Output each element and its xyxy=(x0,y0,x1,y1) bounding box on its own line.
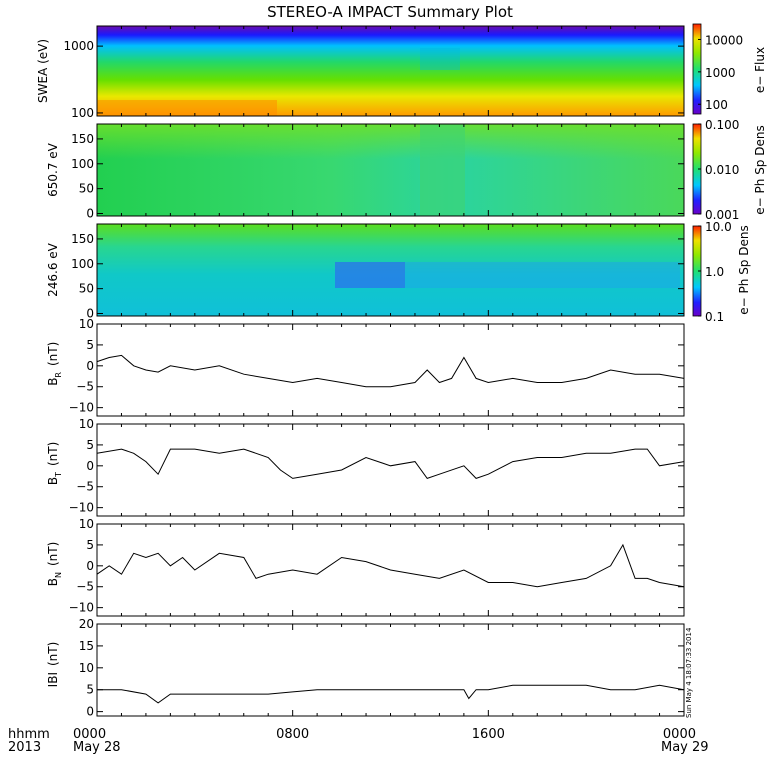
x-tick-label: 0000 xyxy=(663,727,696,742)
bn-ylabel-unit: (nT) xyxy=(46,542,60,566)
colorbar-pad-246-label: e− Ph Sp Dens xyxy=(737,225,751,314)
colorbar-pad-650-label: e− Ph Sp Dens xyxy=(753,125,767,214)
bt-ylabel-unit: (nT) xyxy=(46,442,60,466)
y-tick-label: 0 xyxy=(86,559,94,573)
y-tick-label: −5 xyxy=(76,380,94,394)
br-ylabel-sub: R xyxy=(54,372,63,378)
y-tick-label: 10 xyxy=(79,517,94,531)
generation-timestamp: Sun May 4 18:07:33 2014 xyxy=(685,627,693,718)
series-line-br xyxy=(96,354,685,388)
svg-text:BN: BN xyxy=(46,572,63,586)
pad-650-top-band xyxy=(97,124,684,159)
y-tick-label: 5 xyxy=(86,683,94,697)
footer-start-date: May 28 xyxy=(73,740,121,755)
y-tick-label: 20 xyxy=(79,617,94,631)
footer-year: 2013 xyxy=(8,740,41,755)
y-tick-label: −5 xyxy=(76,580,94,594)
footer-hhmm: hhmm xyxy=(8,727,50,742)
y-tick-label: 10 xyxy=(79,661,94,675)
y-tick-label: 1000 xyxy=(63,39,94,53)
y-tick-label: 5 xyxy=(86,538,94,552)
y-tick-label: 5 xyxy=(86,338,94,352)
y-tick-label: 150 xyxy=(71,132,94,146)
plot-title: STEREO-A IMPACT Summary Plot xyxy=(267,3,513,21)
pad-246-low-band-2 xyxy=(405,262,680,288)
bn-ylabel: BN (nT) xyxy=(46,542,63,587)
y-tick-label: 100 xyxy=(71,106,94,120)
y-tick-label: 50 xyxy=(79,282,94,296)
bt-ylabel-b: B xyxy=(46,477,60,485)
colorbar-tick-label: 10000 xyxy=(705,33,743,47)
panel-br-frame xyxy=(96,323,685,417)
panel-pad-650 xyxy=(96,123,685,217)
series-line-b xyxy=(97,684,685,704)
colorbar-tick-label: 0.001 xyxy=(705,208,739,222)
bmag-ylabel: IBI (nT) xyxy=(46,642,60,688)
y-tick-label: 50 xyxy=(79,182,94,196)
svg-text:BT: BT xyxy=(46,472,63,485)
svg-text:BR: BR xyxy=(46,372,63,386)
bn-ylabel-sub: N xyxy=(54,572,63,578)
panel-bmag-frame xyxy=(96,623,685,717)
x-tick-label: 1600 xyxy=(472,727,505,742)
panel-swea xyxy=(96,25,685,117)
bmag-ylabel-b: IBI xyxy=(46,672,60,687)
colorbar-tick-label: 1000 xyxy=(705,66,736,80)
chart-marks: 10010001001000100000501001500.0010.0100.… xyxy=(63,26,743,742)
y-tick-label: 5 xyxy=(86,438,94,452)
series-line-bn xyxy=(96,543,685,588)
y-tick-label: −10 xyxy=(69,601,94,615)
swea-high-flux-band xyxy=(97,100,277,116)
y-tick-label: 100 xyxy=(71,157,94,171)
colorbar-tick-label: 0.100 xyxy=(705,118,739,132)
swea-gap-feature xyxy=(420,48,460,70)
y-tick-label: 100 xyxy=(71,257,94,271)
y-tick-label: 0 xyxy=(86,207,94,221)
x-tick-label: 0800 xyxy=(276,727,309,742)
swea-ylabel: SWEA (eV) xyxy=(36,39,50,103)
panel-pad-246 xyxy=(96,223,685,317)
y-tick-label: 15 xyxy=(79,639,94,653)
y-tick-label: −5 xyxy=(76,480,94,494)
pad-246-low-band xyxy=(335,262,405,288)
colorbar-tick-label: 100 xyxy=(705,98,728,112)
bn-ylabel-b: B xyxy=(46,578,60,586)
br-ylabel-b: B xyxy=(46,378,60,386)
y-tick-label: 150 xyxy=(71,232,94,246)
colorbar-tick-label: 0.1 xyxy=(705,310,724,324)
bt-ylabel-sub: T xyxy=(54,472,63,478)
y-tick-label: 0 xyxy=(86,307,94,321)
bt-ylabel: BT (nT) xyxy=(46,442,63,485)
pad-650-feature xyxy=(420,124,465,216)
y-tick-label: 0 xyxy=(86,705,94,719)
pad-650-ylabel: 650.7 eV xyxy=(46,142,60,197)
y-tick-label: 10 xyxy=(79,317,94,331)
colorbar-tick-label: 0.010 xyxy=(705,163,739,177)
y-tick-label: 0 xyxy=(86,459,94,473)
series-line-bt xyxy=(96,448,685,479)
y-tick-label: −10 xyxy=(69,401,94,415)
br-ylabel-unit: (nT) xyxy=(46,342,60,366)
colorbar-flux-label: e− Flux xyxy=(753,47,767,93)
bmag-ylabel-unit: (nT) xyxy=(46,642,60,666)
footer-end-date: May 29 xyxy=(661,740,709,755)
panel-bt-frame xyxy=(96,423,685,517)
y-tick-label: −10 xyxy=(69,501,94,515)
colorbar-tick-label: 10.0 xyxy=(705,220,732,234)
colorbar-tick-label: 1.0 xyxy=(705,265,724,279)
pad-246-ylabel: 246.6 eV xyxy=(46,242,60,297)
x-tick-label: 0000 xyxy=(73,727,106,742)
y-tick-label: 0 xyxy=(86,359,94,373)
br-ylabel: BR (nT) xyxy=(46,342,63,386)
y-tick-label: 10 xyxy=(79,417,94,431)
colorbar-flux xyxy=(692,23,702,115)
